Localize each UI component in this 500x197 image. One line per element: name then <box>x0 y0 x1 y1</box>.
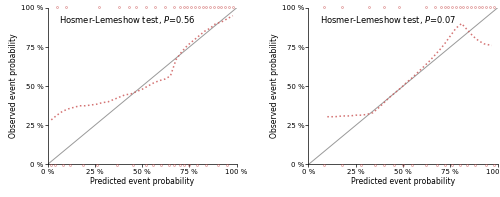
Text: Hosmer-Lemeshow test, $\it{P}$=0.07: Hosmer-Lemeshow test, $\it{P}$=0.07 <box>320 14 456 26</box>
Text: Hosmer-Lemeshow test, $\it{P}$=0.56: Hosmer-Lemeshow test, $\it{P}$=0.56 <box>59 14 196 26</box>
Y-axis label: Observed event probability: Observed event probability <box>270 34 279 138</box>
Y-axis label: Observed event probability: Observed event probability <box>9 34 18 138</box>
X-axis label: Predicted event probability: Predicted event probability <box>90 177 194 186</box>
X-axis label: Predicted event probability: Predicted event probability <box>351 177 455 186</box>
